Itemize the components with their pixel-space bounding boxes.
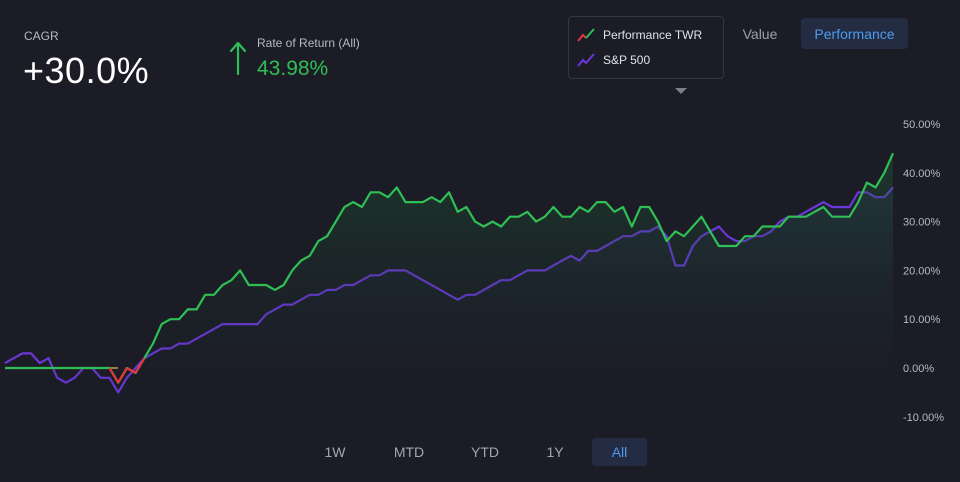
y-tick-label: 40.00% [903, 168, 941, 180]
red-green-line-icon [577, 28, 595, 42]
performance-negative-segment [126, 367, 137, 374]
legend-item-performance[interactable]: Performance TWR [577, 25, 702, 45]
range-button-ytd[interactable]: YTD [471, 444, 499, 460]
range-button-all[interactable]: All [592, 438, 647, 466]
up-arrow-icon [229, 41, 247, 76]
rate-of-return-label: Rate of Return (All) [257, 36, 360, 50]
y-tick-label: 0.00% [903, 363, 934, 375]
performance-toggle-button[interactable]: Performance [801, 18, 908, 49]
series-area-0 [5, 153, 893, 430]
range-button-1y[interactable]: 1Y [546, 444, 564, 460]
cagr-value: +30.0% [23, 50, 150, 91]
y-tick-label: -10.00% [903, 412, 944, 424]
chevron-down-icon[interactable] [675, 88, 687, 94]
legend-item-sp500[interactable]: S&P 500 [577, 50, 687, 94]
y-tick-label: 20.00% [903, 265, 941, 277]
performance-negative-segment [108, 367, 120, 384]
legend-label-performance: Performance TWR [603, 28, 703, 42]
value-toggle-button[interactable]: Value [742, 25, 778, 42]
performance-negative-segment [134, 357, 146, 374]
range-button-1w[interactable]: 1W [324, 444, 346, 460]
y-tick-label: 10.00% [903, 314, 941, 326]
purple-line-icon [577, 53, 595, 67]
range-button-mtd[interactable]: MTD [393, 444, 425, 460]
rate-of-return-value: 43.98% [257, 57, 329, 80]
legend-label-sp500: S&P 500 [603, 53, 651, 67]
performance-line [5, 152, 895, 384]
y-tick-label: 50.00% [903, 119, 941, 131]
performance-negative-segment [117, 367, 128, 384]
performance-chart: 50.00% 40.00% 30.00% 20.00% 10.00% 0.00% -10.0… [4, 119, 944, 430]
chart-legend[interactable]: Performance TWR S&P 500 [568, 16, 724, 94]
y-tick-label: 30.00% [903, 217, 941, 229]
cagr-label: CAGR [24, 29, 59, 43]
